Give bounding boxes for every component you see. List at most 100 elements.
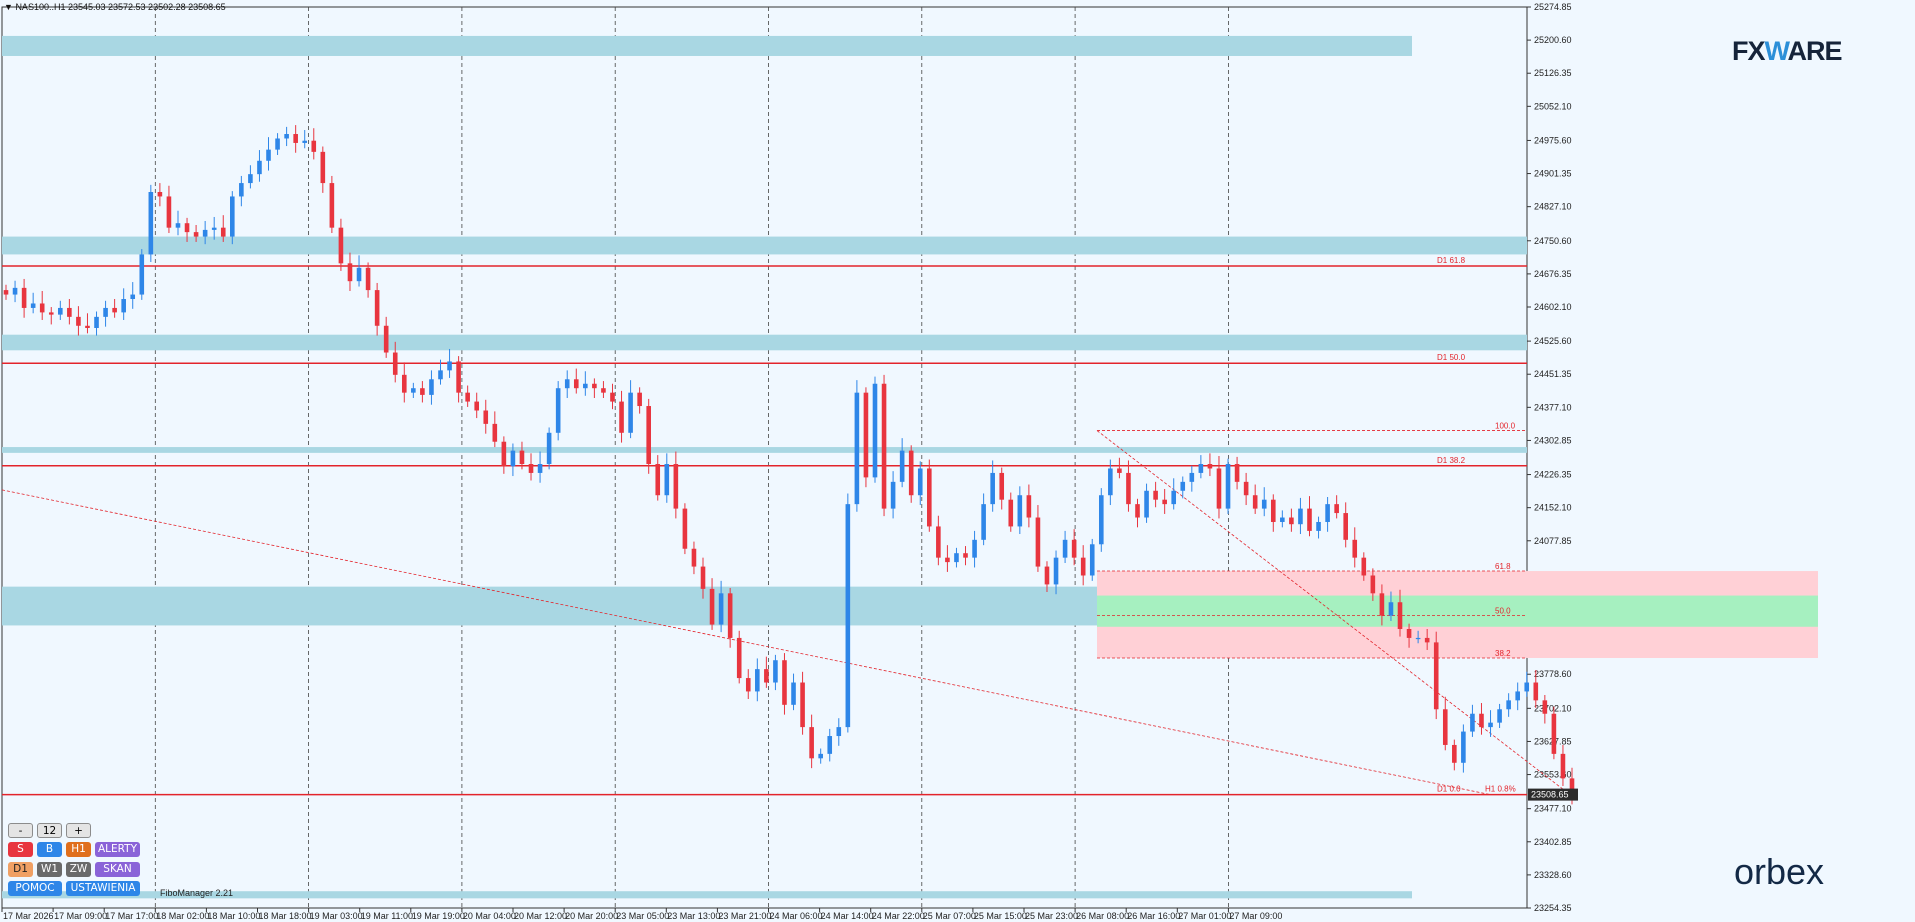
x-tick-label: 26 Mar 16:00 xyxy=(1127,911,1180,921)
candle-body xyxy=(1098,495,1104,545)
candle-body xyxy=(3,290,9,295)
w1-button[interactable]: W1 xyxy=(37,862,62,877)
candle-body xyxy=(637,392,642,407)
candle-body xyxy=(67,307,72,317)
candle-body xyxy=(474,401,480,411)
size-value[interactable]: 12 xyxy=(37,823,62,838)
candle-body xyxy=(365,267,371,291)
candle-body xyxy=(284,134,289,139)
candle-body xyxy=(1216,468,1222,509)
h1-percent-label: H1 0.8% xyxy=(1485,785,1516,794)
increase-button[interactable]: + xyxy=(66,823,91,838)
d1-button[interactable]: D1 xyxy=(8,862,33,877)
candle-body xyxy=(157,191,163,197)
candle-body xyxy=(972,539,977,558)
y-tick-label: 25274.85 xyxy=(1534,2,1572,12)
symbol-label: NAS100..H1 xyxy=(15,2,66,12)
y-tick-label: 24901.35 xyxy=(1534,169,1572,179)
candle-body xyxy=(48,312,54,315)
candle-body xyxy=(1089,544,1095,576)
x-tick-label: 25 Mar 07:00 xyxy=(923,911,976,921)
candle-body xyxy=(1379,593,1385,616)
candle-body xyxy=(1524,682,1530,692)
y-tick-label: 24302.85 xyxy=(1534,435,1572,445)
help-button[interactable]: POMOC xyxy=(8,881,62,896)
candle-body xyxy=(1560,753,1566,779)
candle-body xyxy=(917,468,923,496)
plot-frame xyxy=(1,6,1528,909)
candle-body xyxy=(121,299,126,313)
candle-body xyxy=(1017,495,1023,527)
candle-body xyxy=(302,140,308,143)
x-tick-label: 20 Mar 04:00 xyxy=(463,911,516,921)
candle-body xyxy=(899,450,905,482)
candle-body xyxy=(374,290,380,326)
candle-body xyxy=(211,227,217,230)
x-tick-label: 17 Mar 17:00 xyxy=(105,911,158,921)
candle-body xyxy=(21,287,27,308)
scan-button[interactable]: SKAN xyxy=(95,862,140,877)
candle-body xyxy=(1035,517,1041,567)
candle-body xyxy=(908,450,914,496)
candle-body xyxy=(863,392,869,478)
sell-button[interactable]: S xyxy=(8,842,33,857)
fib-zone-green xyxy=(1097,595,1818,627)
candle-body xyxy=(1452,744,1457,763)
candle-body xyxy=(429,379,434,395)
candle-body xyxy=(220,227,226,237)
d1-level-label: D1 0.0 xyxy=(1437,785,1461,794)
fib-diagonal-line xyxy=(1096,430,1571,795)
x-tick-label: 20 Mar 12:00 xyxy=(514,911,567,921)
y-tick-label: 23553.60 xyxy=(1534,770,1572,780)
candle-body xyxy=(1497,709,1502,723)
decrease-button[interactable]: - xyxy=(8,823,33,838)
orbex-logo: orbex xyxy=(1734,851,1825,892)
candle-body xyxy=(139,254,145,295)
candle-body xyxy=(1026,495,1032,518)
candle-body xyxy=(383,325,389,353)
candle-body xyxy=(1234,464,1240,482)
candle-body xyxy=(1442,709,1448,745)
candle-body xyxy=(1298,508,1303,525)
h1-button[interactable]: H1 xyxy=(66,842,91,857)
candle-body xyxy=(1180,481,1186,491)
x-tick-label: 24 Mar 22:00 xyxy=(872,911,925,921)
candle-body xyxy=(1415,637,1421,640)
buy-button[interactable]: B xyxy=(37,842,62,857)
candle-body xyxy=(1153,490,1158,500)
alerts-button[interactable]: ALERTY xyxy=(95,842,140,857)
candle-body xyxy=(257,160,262,175)
resistance-zone xyxy=(2,236,1527,255)
candle-body xyxy=(745,678,751,692)
x-tick-label: 18 Mar 02:00 xyxy=(156,911,209,921)
resistance-zone xyxy=(2,35,1412,56)
y-tick-label: 24525.60 xyxy=(1534,336,1572,346)
y-tick-label: 23328.60 xyxy=(1534,870,1572,880)
candle-body xyxy=(202,229,208,237)
y-tick-label: 25052.10 xyxy=(1534,101,1572,111)
candle-body xyxy=(700,566,706,589)
candle-body xyxy=(184,223,190,233)
x-tick-label: 23 Mar 13:00 xyxy=(667,911,720,921)
candle-body xyxy=(411,388,416,393)
ohlc-values: 23545.03 23572.53 23502.28 23508.65 xyxy=(67,2,226,12)
candle-body xyxy=(655,464,661,496)
candle-body xyxy=(1062,539,1068,558)
candle-body xyxy=(1071,539,1077,558)
candle-body xyxy=(736,637,742,679)
fib-level-label: 50.0 xyxy=(1495,607,1511,616)
settings-button[interactable]: USTAWIENIA xyxy=(66,881,140,896)
candle-body xyxy=(881,383,887,509)
candle-body xyxy=(130,294,136,300)
zw-button[interactable]: ZW xyxy=(66,862,91,877)
candle-body xyxy=(438,370,443,380)
y-tick-label: 24827.10 xyxy=(1534,202,1572,212)
candle-body xyxy=(528,464,534,473)
trendline xyxy=(1,489,1491,795)
menu-arrow-icon[interactable]: ▼ xyxy=(4,2,13,12)
candle-body xyxy=(1270,499,1276,522)
candle-body xyxy=(945,557,950,563)
candle-body xyxy=(311,140,317,152)
x-tick-label: 18 Mar 10:00 xyxy=(207,911,260,921)
